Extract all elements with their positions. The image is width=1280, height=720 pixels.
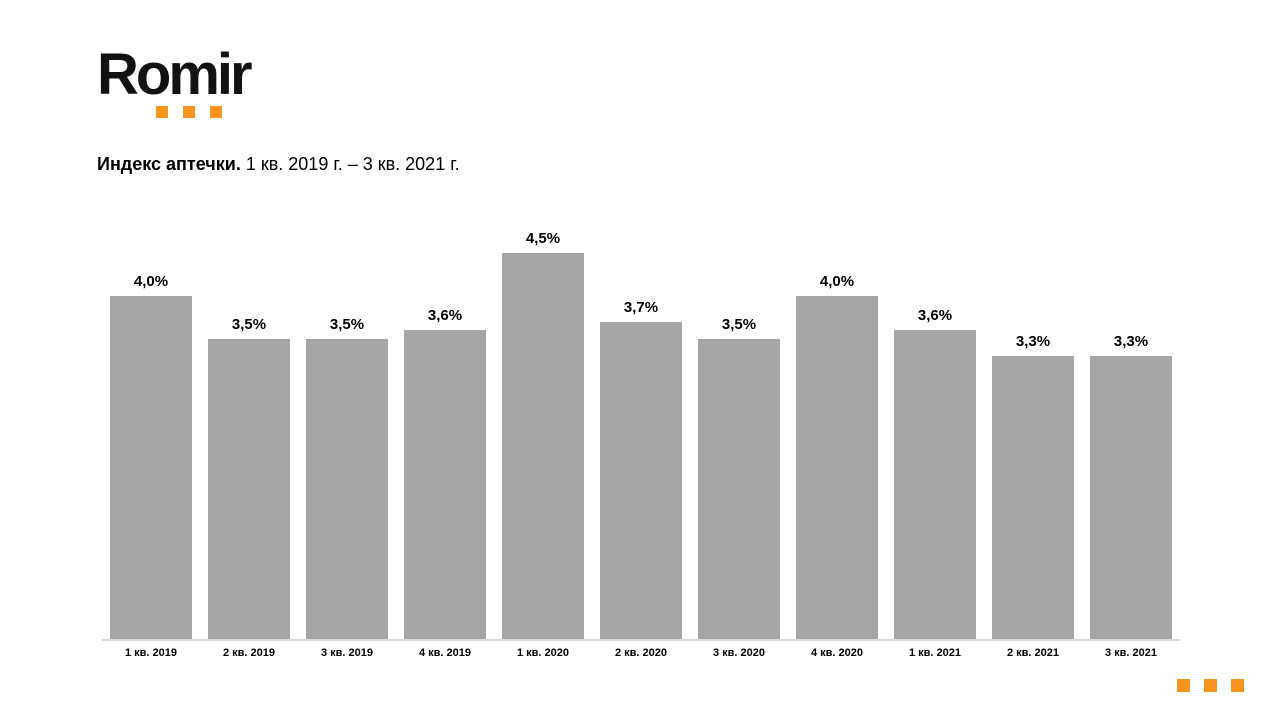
bar-column: 3,3% <box>984 238 1082 639</box>
x-axis-label: 2 кв. 2019 <box>222 647 276 659</box>
chart-x-labels: 1 кв. 2019 2 кв. 2019 3 кв. 2019 4 кв. 2019… <box>102 647 1180 659</box>
bar-value-label: 3,3% <box>1113 333 1149 350</box>
bar-value-label: 3,5% <box>329 316 365 333</box>
page-title-bold: Индекс аптечки. <box>97 154 241 174</box>
romir-logo: Romir <box>97 42 253 118</box>
bar <box>502 253 584 639</box>
bar-column: 4,0% <box>788 238 886 639</box>
bar-column: 3,7% <box>592 238 690 639</box>
bar-column: 3,5% <box>690 238 788 639</box>
bar-value-label: 3,5% <box>231 316 267 333</box>
x-axis-label: 4 кв. 2020 <box>810 647 864 659</box>
page-title-period: 1 кв. 2019 г. – 3 кв. 2021 г. <box>240 154 460 174</box>
x-axis-label: 3 кв. 2021 <box>1104 647 1158 659</box>
page-title: Индекс аптечки. 1 кв. 2019 г. – 3 кв. 20… <box>97 153 460 175</box>
bar <box>306 339 388 639</box>
footer-accent-dots-icon <box>1177 679 1244 692</box>
bar <box>894 330 976 639</box>
bar <box>796 296 878 639</box>
bar-column: 3,6% <box>396 238 494 639</box>
orange-square-icon <box>183 106 195 118</box>
bar-column: 3,3% <box>1082 238 1180 639</box>
bar-value-label: 4,5% <box>525 230 561 247</box>
bar-column: 3,6% <box>886 238 984 639</box>
bar-value-label: 3,6% <box>917 307 953 324</box>
orange-square-icon <box>1204 679 1217 692</box>
bar <box>1090 356 1172 639</box>
bar <box>698 339 780 639</box>
bar-value-label: 3,7% <box>623 299 659 316</box>
orange-square-icon <box>210 106 222 118</box>
x-axis-label: 3 кв. 2020 <box>712 647 766 659</box>
bar-column: 3,5% <box>298 238 396 639</box>
x-axis-label: 1 кв. 2020 <box>516 647 570 659</box>
x-axis-label: 1 кв. 2021 <box>908 647 962 659</box>
bar-value-label: 3,3% <box>1015 333 1051 350</box>
romir-logo-text: Romir <box>97 42 253 107</box>
bar-value-label: 3,6% <box>427 307 463 324</box>
orange-square-icon <box>156 106 168 118</box>
x-axis-label: 2 кв. 2020 <box>614 647 668 659</box>
bar-column: 3,5% <box>200 238 298 639</box>
bar-column: 4,5% <box>494 230 592 639</box>
x-axis-label: 1 кв. 2019 <box>124 647 178 659</box>
bar <box>208 339 290 639</box>
bar <box>600 322 682 639</box>
bar-chart: 4,0% 3,5% 3,5% 3,6% 4,5% 3,7% 3,5% 4,0% 3,6% 3,3%… <box>102 230 1180 659</box>
x-axis-label: 4 кв. 2019 <box>418 647 472 659</box>
romir-logo-dots-icon <box>156 106 222 118</box>
orange-square-icon <box>1177 679 1190 692</box>
bar <box>404 330 486 639</box>
bar-column: 4,0% <box>102 238 200 639</box>
bar-value-label: 3,5% <box>721 316 757 333</box>
orange-square-icon <box>1231 679 1244 692</box>
x-axis-label: 2 кв. 2021 <box>1006 647 1060 659</box>
x-axis-label: 3 кв. 2019 <box>320 647 374 659</box>
bar-value-label: 4,0% <box>133 273 169 290</box>
chart-columns: 4,0% 3,5% 3,5% 3,6% 4,5% 3,7% 3,5% 4,0% 3,6% 3,3%… <box>102 230 1180 641</box>
bar-value-label: 4,0% <box>819 273 855 290</box>
bar <box>110 296 192 639</box>
bar <box>992 356 1074 639</box>
